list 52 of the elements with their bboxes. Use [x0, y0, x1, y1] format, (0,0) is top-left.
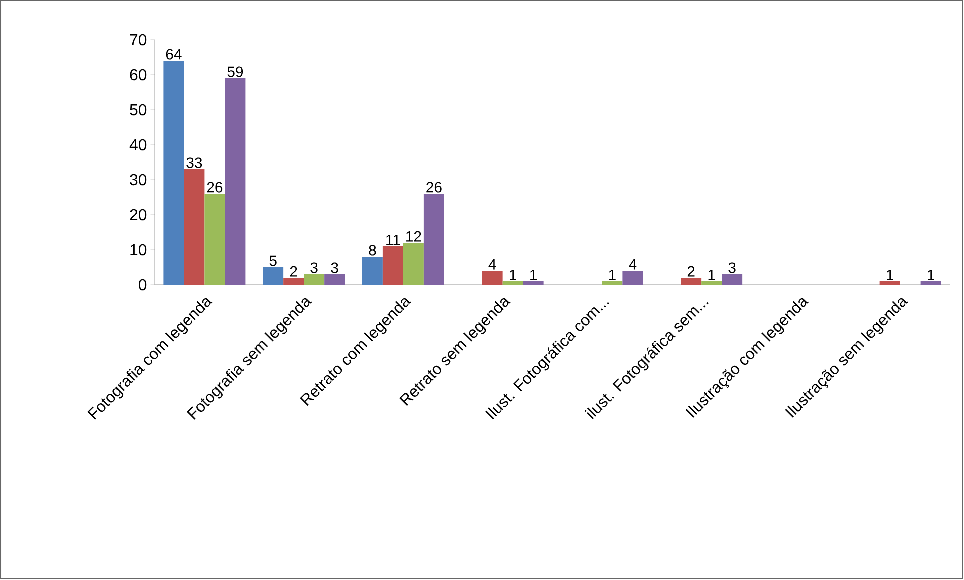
bar — [482, 270, 503, 285]
data-label: 11 — [386, 235, 400, 246]
bar — [622, 270, 644, 285]
bar — [702, 281, 722, 285]
y-tick-label: 30 — [130, 174, 147, 186]
data-label: 59 — [228, 66, 244, 78]
bar — [382, 246, 404, 285]
bar — [362, 256, 383, 285]
data-label: 3 — [310, 262, 318, 274]
data-label: 2 — [688, 266, 695, 277]
bar — [523, 281, 544, 285]
bar — [424, 194, 444, 285]
data-label: 1 — [928, 270, 934, 280]
y-tick-label: 0 — [138, 279, 147, 291]
bar — [681, 278, 702, 285]
data-label: 1 — [510, 270, 516, 280]
y-tick-label: 50 — [130, 104, 147, 116]
bar — [880, 281, 900, 285]
data-label: 4 — [488, 260, 496, 270]
data-label: 26 — [426, 182, 442, 193]
bar — [920, 281, 942, 285]
data-label: 1 — [708, 270, 716, 280]
y-tick-label: 10 — [130, 244, 147, 256]
data-label: 1 — [887, 270, 894, 280]
bar — [204, 194, 226, 285]
bar — [602, 281, 623, 285]
bar — [502, 281, 524, 285]
data-label: 26 — [207, 182, 223, 193]
data-label: 8 — [369, 245, 376, 256]
bar — [284, 278, 304, 285]
data-label: 2 — [290, 266, 298, 277]
data-label: 12 — [406, 231, 422, 242]
bar — [722, 274, 743, 285]
bar — [403, 242, 424, 285]
y-tick-label: 40 — [130, 139, 147, 151]
data-label: 1 — [609, 270, 616, 280]
y-tick-label: 60 — [130, 69, 147, 81]
y-tick-label: 20 — [130, 209, 147, 221]
data-label: 5 — [270, 256, 277, 266]
bar — [184, 169, 205, 285]
data-label: 1 — [530, 270, 537, 280]
data-label: 64 — [166, 49, 182, 60]
bar — [164, 60, 184, 285]
data-label: 3 — [728, 262, 736, 274]
bar — [263, 267, 284, 285]
data-label: 3 — [331, 262, 338, 274]
bar — [324, 274, 346, 285]
bar — [225, 78, 246, 285]
y-tick-label: 70 — [130, 34, 147, 46]
data-label: 4 — [629, 260, 637, 270]
data-label: 33 — [186, 158, 202, 168]
bar — [304, 274, 325, 285]
